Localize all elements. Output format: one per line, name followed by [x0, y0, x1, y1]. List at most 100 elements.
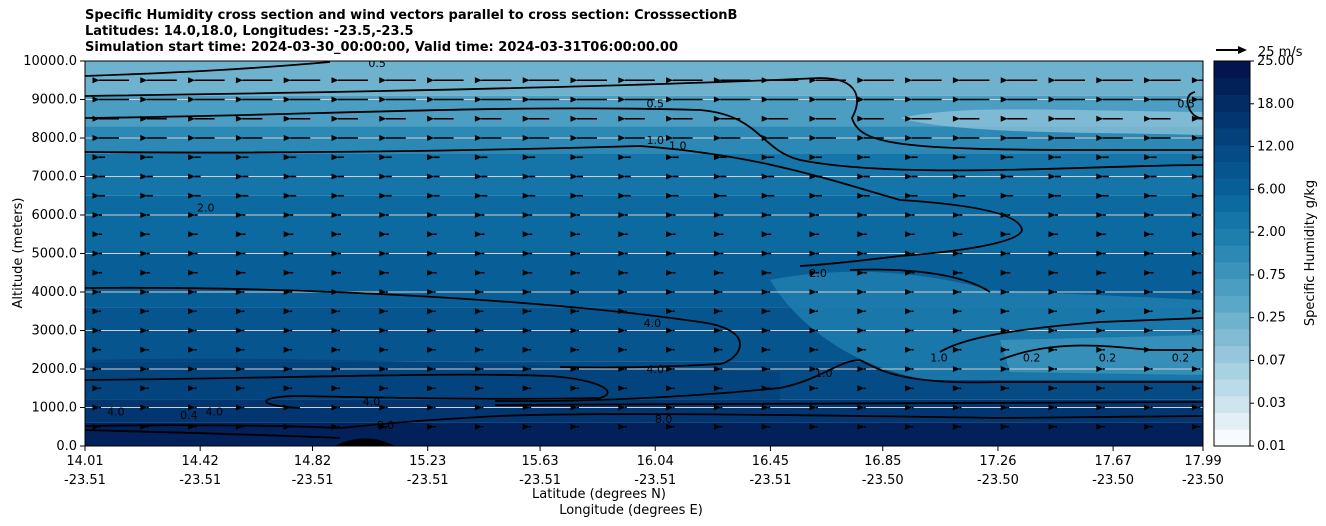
x-tick-label-lat: 16.45 — [752, 454, 789, 469]
colorbar-segment — [1214, 77, 1250, 95]
x-tick-label-lon: -23.50 — [1092, 473, 1134, 488]
contour-line — [494, 401, 1203, 406]
colorbar-segment — [1214, 111, 1250, 129]
contour-line — [85, 107, 1203, 172]
x-tick-label-lon: -23.51 — [519, 473, 561, 488]
contour-label: 4.0 — [363, 396, 381, 409]
colorbar-tick-label: 0.75 — [1257, 268, 1286, 283]
contour-line — [849, 268, 991, 293]
colorbar-frame — [1213, 60, 1251, 447]
x-tick-label-lat: 15.63 — [521, 454, 558, 469]
x-tick-label-lat: 15.23 — [409, 454, 446, 469]
x-tick-label-lon: -23.50 — [1182, 473, 1224, 488]
y-tick-label: 9000.0 — [32, 93, 78, 108]
terrain — [335, 438, 395, 446]
y-tick-label: 5000.0 — [32, 247, 78, 262]
contour-line — [494, 359, 1203, 403]
y-tick-label: 3000.0 — [32, 324, 78, 339]
colorbar-segment — [1214, 161, 1250, 179]
colorbar-segment — [1214, 395, 1250, 414]
x-tick-label-lon: -23.51 — [634, 473, 676, 488]
contour-label: 8.0 — [377, 419, 395, 432]
x-tick-label-lon: -23.50 — [862, 473, 904, 488]
colorbar-tick-label: 0.25 — [1257, 311, 1286, 326]
dry-region — [900, 109, 1203, 135]
dry-region — [1000, 335, 1203, 375]
contour-label: 0.5 — [368, 57, 386, 70]
colorbar-segment — [1214, 261, 1250, 280]
colorbar-tick-label: 18.00 — [1257, 97, 1294, 112]
humidity-band — [85, 61, 1203, 96]
y-tick-label: 4000.0 — [32, 285, 78, 300]
colorbar-segment — [1214, 228, 1250, 246]
contour-line — [999, 344, 1203, 361]
humidity-band — [85, 153, 1203, 196]
x-tick-label-lat: 14.42 — [182, 454, 219, 469]
wind-vectors — [92, 77, 1203, 430]
y-tick-label: 10000.0 — [23, 54, 77, 69]
y-tick-label: 1000.0 — [32, 401, 78, 416]
x-tick-label-lon: -23.51 — [407, 473, 449, 488]
x-axis: 14.01 -23.51 14.42 -23.51 14.82 -23.51 15.23 -2… — [64, 446, 1224, 488]
colorbar-segment — [1214, 412, 1250, 430]
colorbar-label: Specific Humidity g/kg — [1303, 180, 1318, 326]
contour-line — [85, 77, 1203, 151]
x-tick-label-lat: 17.67 — [1095, 454, 1132, 469]
x-tick-label-lon: -23.50 — [977, 473, 1019, 488]
x-tick-label-lon: -23.51 — [749, 473, 791, 488]
y-axis-label: Altitude (meters) — [11, 198, 26, 309]
contour-label: 0.2 — [1172, 351, 1190, 364]
contour-label: 2.0 — [809, 267, 827, 280]
chart-title: Specific Humidity cross section and wind… — [85, 8, 737, 56]
colorbar-segment — [1214, 312, 1250, 330]
contour-label: 0.2 — [1099, 351, 1117, 364]
contour-label: 1.0 — [669, 140, 687, 153]
y-tick-label: 7000.0 — [32, 170, 78, 185]
x-tick-label-lat: 16.85 — [864, 454, 901, 469]
contour-label: 1.0 — [646, 134, 664, 147]
colorbar-tick-label: 0.07 — [1257, 353, 1286, 368]
quiver-key-label: 25 m/s — [1258, 45, 1303, 60]
x-tick-label-lon: -23.51 — [64, 473, 106, 488]
contour-line — [1186, 91, 1203, 119]
colorbar-segment — [1214, 127, 1250, 146]
contour-label: 0.5 — [1177, 97, 1195, 110]
colorbar-segment — [1214, 211, 1250, 229]
colorbar-segment — [1214, 61, 1250, 79]
title-line-3: Simulation start time: 2024-03-30_00:00:… — [85, 40, 678, 55]
colorbar-tick-label: 0.03 — [1257, 396, 1286, 411]
y-tick-label: 2000.0 — [32, 362, 78, 377]
x-axis-label-longitude: Longitude (degrees E) — [559, 503, 703, 518]
contour-label: 0.5 — [646, 97, 664, 110]
colorbar-segment — [1214, 194, 1250, 213]
x-tick-label-lat: 14.82 — [294, 454, 331, 469]
humidity-contour-lines — [85, 61, 1203, 439]
x-axis-label-latitude: Latitude (degrees N) — [532, 487, 666, 502]
contour-labels: 0.5 0.5 0.5 1.0 1.0 2.0 2.0 4.0 4.0 4.0 4.0 4.0 0.4 8… — [107, 57, 1195, 432]
contour-line — [85, 413, 1203, 429]
x-tick-label-lat: 14.01 — [66, 454, 103, 469]
contour-label: 4.0 — [644, 317, 662, 330]
contour-label: 4.0 — [646, 363, 664, 376]
y-tick-label: 8000.0 — [32, 131, 78, 146]
x-tick-label-lon: -23.51 — [292, 473, 334, 488]
quiver-key-arrowhead — [1238, 46, 1247, 54]
colorbar-tick-label: 12.00 — [1257, 140, 1294, 155]
colorbar-segment — [1214, 144, 1250, 162]
colorbar-tick-label: 25.00 — [1257, 54, 1294, 69]
humidity-band — [85, 195, 1203, 254]
contour-label: 0.2 — [1023, 351, 1041, 364]
colorbar-segment — [1214, 245, 1250, 263]
x-tick-label-lon: -23.51 — [179, 473, 221, 488]
colorbar-tick-label: 0.01 — [1257, 439, 1286, 454]
contour-label: 4.0 — [107, 405, 125, 418]
x-tick-label-lat: 16.04 — [637, 454, 674, 469]
y-tick-label: 6000.0 — [32, 208, 78, 223]
contour-label: 0.4 — [180, 409, 198, 422]
y-tick-label: 0.0 — [56, 439, 77, 454]
x-tick-label-lat: 17.99 — [1184, 454, 1221, 469]
colorbar-tick-label: 2.00 — [1257, 225, 1286, 240]
colorbar-segment — [1214, 429, 1250, 447]
colorbar-segment — [1214, 328, 1250, 347]
colorbar-segment — [1214, 379, 1250, 397]
